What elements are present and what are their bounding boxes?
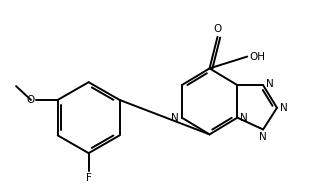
Text: N: N	[240, 113, 248, 123]
Text: N: N	[280, 103, 288, 113]
Text: O: O	[213, 24, 221, 34]
Text: O: O	[27, 95, 35, 105]
Text: OH: OH	[249, 52, 265, 62]
Text: N: N	[266, 79, 274, 89]
Text: N: N	[259, 132, 267, 143]
Text: N: N	[171, 113, 179, 123]
Text: F: F	[86, 173, 91, 183]
